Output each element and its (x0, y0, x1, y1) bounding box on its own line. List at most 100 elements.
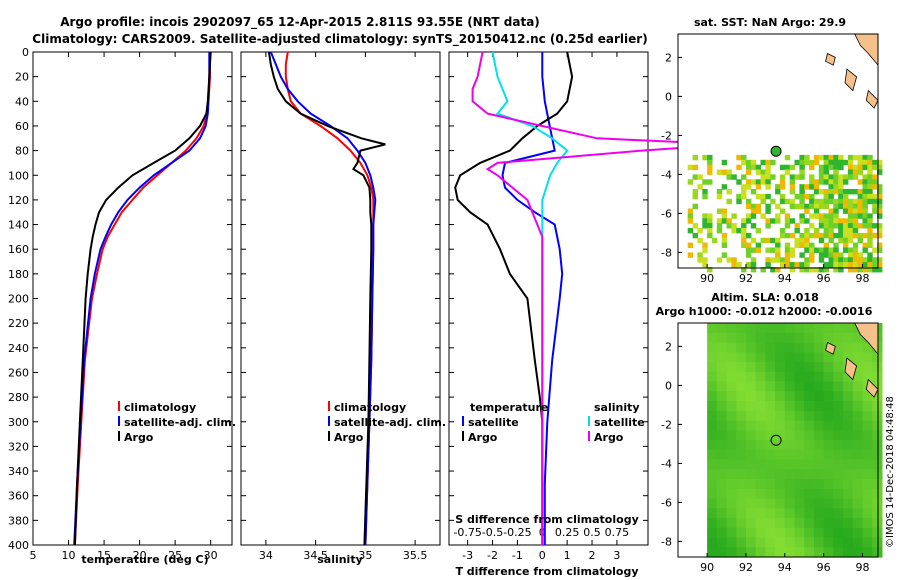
sst-cell (794, 193, 800, 200)
sla-cell (823, 498, 834, 509)
sla-cell (775, 362, 786, 373)
sst-cell (804, 218, 810, 224)
y-tick-label: 280 (8, 391, 29, 404)
sla-cell (707, 430, 718, 441)
sst-cell (818, 218, 825, 224)
sst-cell (843, 228, 849, 234)
sla-cell (755, 430, 766, 441)
sst-cell (765, 208, 771, 214)
sst-cell (833, 159, 839, 166)
sst-cell (857, 203, 863, 210)
map-y-tick-label: 0 (665, 379, 672, 392)
sla-cell (765, 410, 776, 422)
sst-cell (779, 164, 786, 171)
sla-cell (804, 401, 815, 412)
map-y-tick-label: 2 (665, 340, 672, 353)
legend-argo: Argo (124, 431, 154, 444)
sla-cell (852, 362, 864, 373)
map-x-tick-label: 96 (817, 561, 831, 574)
sst-cell (852, 247, 859, 253)
y-tick-label: 160 (8, 243, 29, 256)
sst-cell (794, 159, 800, 166)
sla-cell (833, 459, 844, 470)
sst-cell (775, 267, 781, 273)
sst-cell (809, 232, 815, 239)
sst-cell (843, 232, 849, 239)
sst-cell (726, 174, 732, 180)
sst-cell (741, 223, 747, 229)
sst-cell (799, 252, 805, 258)
sst-cell (857, 154, 863, 161)
sst-cell (760, 169, 766, 175)
x-tick-label: 35.5 (403, 549, 428, 562)
sst-cell (775, 189, 781, 195)
sla-cell (746, 420, 757, 431)
y-tick-label: 140 (8, 219, 29, 232)
sst-cell (862, 154, 868, 161)
sla-cell (707, 391, 718, 402)
sla-cell (726, 547, 737, 558)
sla-cell (726, 362, 737, 373)
sst-cell (862, 223, 868, 229)
y-tick-label: 340 (8, 465, 29, 478)
sst-cell (750, 257, 757, 263)
sla-cell (823, 537, 834, 548)
sla-cell (707, 420, 718, 431)
sla-cell (736, 508, 747, 519)
sst-cell (804, 257, 810, 263)
sla-cell (765, 459, 776, 470)
sla-cell (707, 508, 718, 519)
sla-cell (765, 323, 776, 334)
sst-cell (784, 252, 791, 258)
sst-cell (813, 179, 820, 185)
difference-top-xlabel: S difference from climatology (455, 513, 639, 526)
sla-cell (823, 547, 834, 558)
sst-cell (746, 252, 752, 258)
sla-cell (823, 440, 834, 451)
x-tick-label: 15 (97, 549, 111, 562)
sst-cell (794, 228, 800, 234)
sst-cell (852, 267, 859, 273)
sst-cell (784, 262, 791, 268)
sst-cell (697, 228, 703, 234)
sla-cell (872, 362, 883, 373)
sla-cell (736, 498, 747, 509)
sla-cell (862, 527, 873, 539)
sla-cell (726, 449, 737, 461)
sst-cell (828, 179, 834, 185)
legend-satellite: satellite-adj. clim. (124, 416, 236, 429)
y-tick-label: 220 (8, 317, 29, 330)
sst-cell (804, 159, 810, 166)
sla-cell (784, 410, 796, 422)
sst-cell (852, 208, 859, 214)
sla-cell (736, 362, 747, 373)
sst-cell (818, 154, 825, 161)
sla-cell (833, 332, 844, 344)
sst-cell (702, 189, 708, 195)
x-tick-label: -1 (512, 549, 523, 562)
sst-cell (799, 232, 805, 239)
sla-cell (843, 342, 854, 353)
sst-cell (746, 198, 752, 205)
sla-cell (726, 323, 737, 334)
sla-cell (843, 527, 854, 539)
sst-cell (867, 218, 873, 224)
sla-cell (843, 323, 854, 334)
sst-cell (828, 159, 834, 166)
sst-cell (813, 232, 820, 239)
sst-cell (716, 169, 723, 175)
sst-cell (760, 213, 766, 219)
sla-cell (716, 371, 728, 383)
sst-cell (843, 159, 849, 166)
sst-cell (799, 164, 805, 171)
sst-cell (828, 262, 834, 268)
sst-cell (843, 198, 849, 205)
x-tick-label: -3 (462, 549, 473, 562)
sla-cell (746, 498, 757, 509)
sla-cell (755, 508, 766, 519)
sla-cell (765, 430, 776, 441)
sla-cell (746, 430, 757, 441)
sla-cell (765, 342, 776, 353)
sla-cell (852, 459, 864, 470)
sla-cell (716, 508, 728, 519)
